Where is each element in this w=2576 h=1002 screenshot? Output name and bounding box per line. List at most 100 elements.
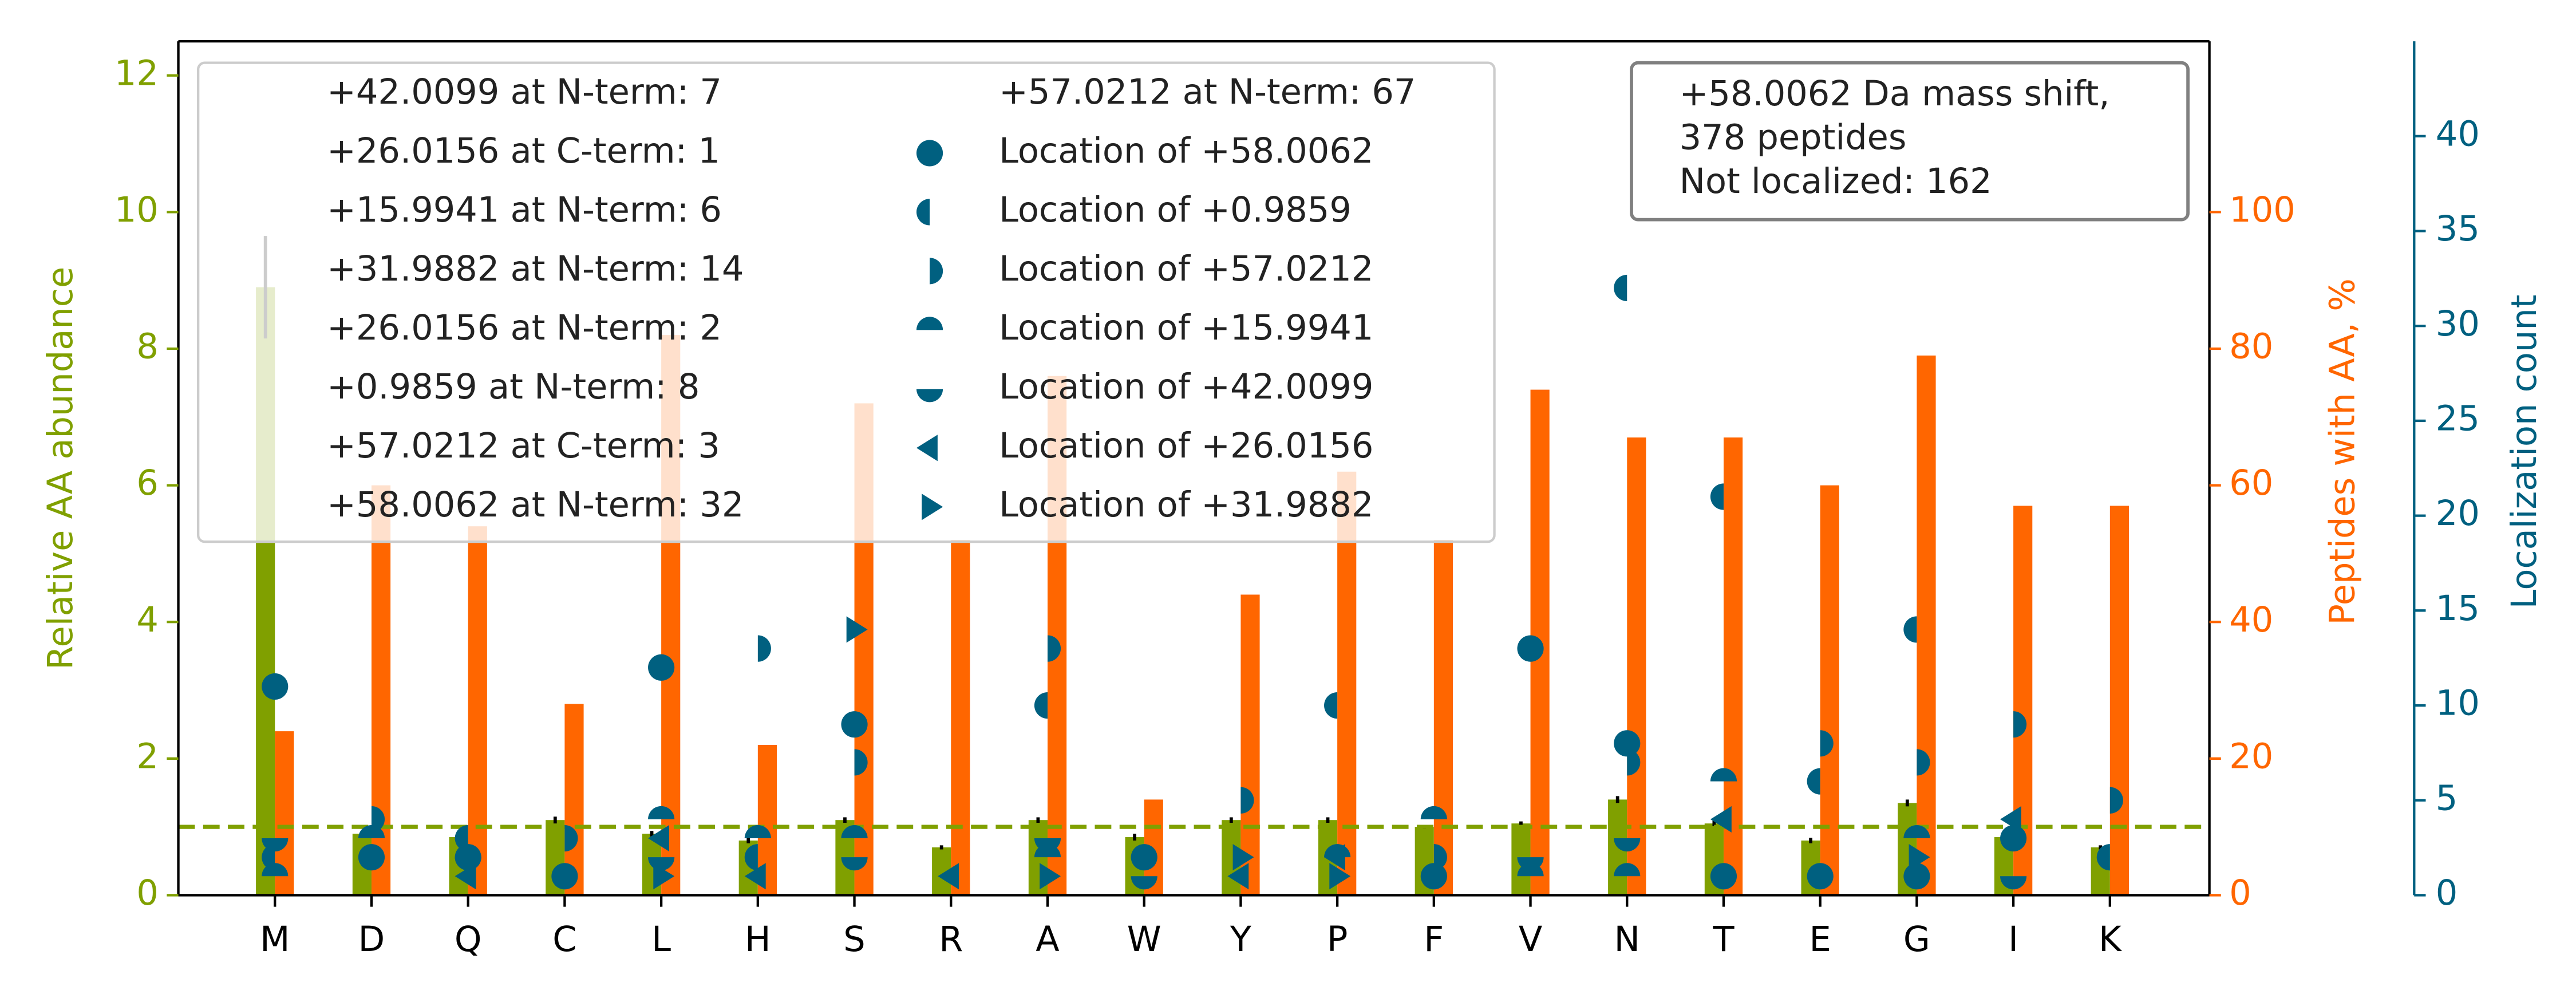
location-marker xyxy=(841,825,868,839)
legend-marker xyxy=(930,258,943,285)
bar xyxy=(468,526,487,896)
location-marker xyxy=(1903,825,1930,839)
location-marker xyxy=(1614,863,1641,877)
location-marker xyxy=(757,635,771,662)
bar xyxy=(1627,437,1646,896)
bar xyxy=(1240,594,1260,896)
legend-note: +15.9941 at N-term: 6 xyxy=(327,190,722,230)
legend-label: Location of +57.0212 xyxy=(999,249,1373,289)
location-marker xyxy=(744,844,758,871)
x-tick-label: W xyxy=(1127,920,1161,960)
y3-tick-label: 15 xyxy=(2436,589,2480,629)
location-marker xyxy=(1627,749,1641,776)
location-marker xyxy=(1820,730,1834,757)
location-marker xyxy=(1047,635,1061,662)
location-marker xyxy=(455,825,468,852)
location-marker xyxy=(1329,863,1351,890)
location-marker xyxy=(2000,825,2027,852)
bar xyxy=(1917,355,1936,896)
x-tick-label: T xyxy=(1712,920,1735,960)
x-tick-label: N xyxy=(1614,920,1640,960)
x-tick-label: F xyxy=(1424,920,1444,960)
location-marker xyxy=(564,825,578,852)
y3-tick-label: 30 xyxy=(2436,304,2480,344)
location-marker xyxy=(262,863,289,877)
legend-marker xyxy=(916,435,938,461)
legend-label: Location of +58.0062 xyxy=(999,131,1373,171)
location-marker xyxy=(648,654,675,681)
y-tick-label: 12 xyxy=(114,53,159,93)
legend-label: Location of +31.9882 xyxy=(999,485,1373,525)
legend-note: +57.0212 at N-term: 67 xyxy=(999,72,1416,112)
x-tick-label: A xyxy=(1036,920,1059,960)
location-marker xyxy=(1040,863,1061,890)
legend-note: +26.0156 at C-term: 1 xyxy=(327,131,720,171)
location-marker xyxy=(1614,274,1627,302)
location-marker xyxy=(648,825,669,852)
legend-note: +58.0062 at N-term: 32 xyxy=(327,485,744,525)
location-marker xyxy=(1517,635,1544,662)
location-marker xyxy=(455,863,476,890)
legend-label: Location of +26.0156 xyxy=(999,426,1373,466)
legend-marker xyxy=(916,389,943,403)
location-marker xyxy=(358,825,385,839)
x-tick-label: Y xyxy=(1230,920,1252,960)
x-tick-label: Q xyxy=(455,920,482,960)
legend-note: +57.0212 at C-term: 3 xyxy=(327,426,720,466)
location-marker xyxy=(1420,863,1447,890)
legend-note: +26.0156 at N-term: 2 xyxy=(327,308,722,348)
x-tick-label: G xyxy=(1903,920,1930,960)
location-marker xyxy=(358,844,385,871)
location-marker xyxy=(1034,692,1048,719)
location-marker xyxy=(262,838,289,852)
location-marker xyxy=(1909,844,1930,871)
x-tick-label: I xyxy=(2008,920,2018,960)
y-tick-label: 8 xyxy=(136,327,159,367)
annotation-line: +58.0062 Da mass shift, xyxy=(1680,74,2110,114)
location-marker xyxy=(1710,483,1724,510)
y-tick-label: 2 xyxy=(136,736,159,776)
location-marker xyxy=(1614,838,1641,852)
location-marker xyxy=(262,673,289,700)
location-marker xyxy=(1324,692,1338,719)
location-marker xyxy=(744,863,766,890)
legend-marker xyxy=(916,140,943,167)
location-marker xyxy=(2000,876,2027,890)
y3-tick-label: 40 xyxy=(2436,114,2480,154)
x-tick-label: P xyxy=(1327,920,1348,960)
legend-label: Location of +42.0099 xyxy=(999,367,1373,407)
legend-note: +31.9882 at N-term: 14 xyxy=(327,249,744,289)
location-marker xyxy=(1131,876,1157,890)
y3-tick-label: 0 xyxy=(2436,873,2458,913)
location-marker xyxy=(1917,749,1930,776)
location-marker xyxy=(1240,787,1254,814)
legend-label: Location of +0.9859 xyxy=(999,190,1352,230)
location-marker xyxy=(2096,844,2110,871)
x-tick-label: D xyxy=(358,920,385,960)
location-marker xyxy=(551,863,578,890)
legend-marker xyxy=(922,494,943,520)
legend-note: +42.0099 at N-term: 7 xyxy=(327,72,722,112)
x-tick-label: H xyxy=(745,920,771,960)
x-tick-label: V xyxy=(1519,920,1542,960)
x-tick-label: E xyxy=(1809,920,1831,960)
location-marker xyxy=(1614,730,1641,757)
x-tick-label: C xyxy=(552,920,576,960)
location-marker xyxy=(2013,711,2027,738)
location-marker xyxy=(1420,806,1447,819)
x-tick-label: S xyxy=(843,920,865,960)
bar xyxy=(1820,485,1839,896)
location-marker xyxy=(1710,806,1732,833)
y-axis-label: Relative AA abundance xyxy=(41,267,81,670)
y2-tick-label: 100 xyxy=(2229,190,2296,230)
y3-tick-label: 25 xyxy=(2436,399,2480,439)
y-tick-label: 4 xyxy=(136,600,159,640)
location-marker xyxy=(1034,838,1061,852)
x-tick-label: M xyxy=(260,920,290,960)
location-marker xyxy=(1131,844,1157,871)
bar xyxy=(951,540,970,896)
location-marker xyxy=(1807,863,1834,890)
location-marker xyxy=(854,749,868,776)
location-marker xyxy=(1807,768,1820,795)
